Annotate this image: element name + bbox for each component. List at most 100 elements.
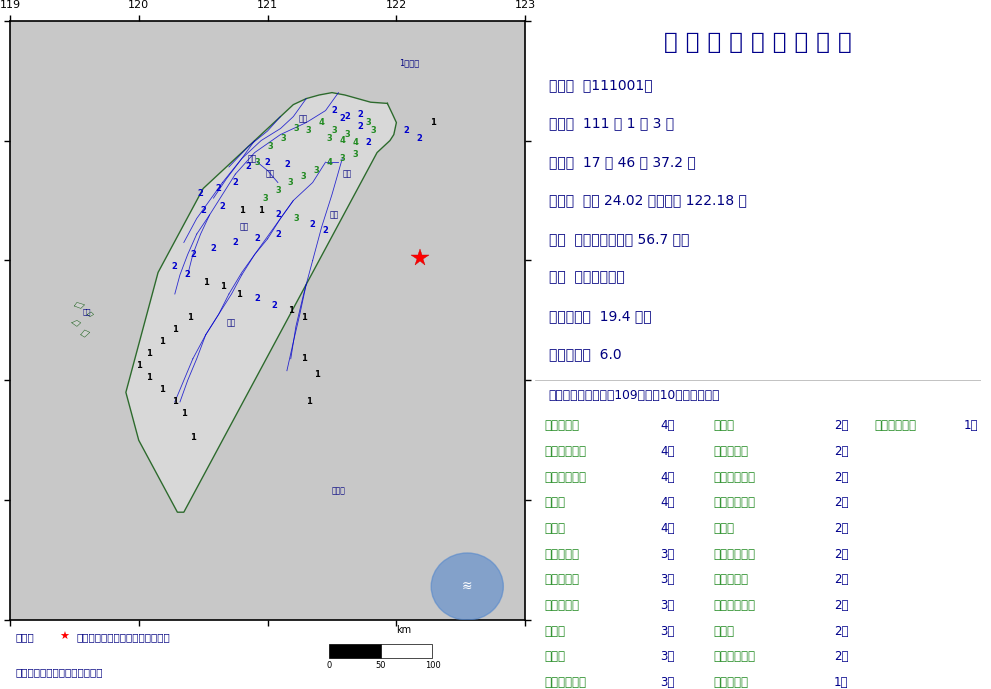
Text: 2: 2	[184, 270, 190, 279]
Text: 1: 1	[159, 385, 165, 394]
Text: 2: 2	[323, 226, 328, 235]
Text: 2級: 2級	[834, 420, 848, 433]
Text: 花蓮縣和平: 花蓮縣和平	[544, 548, 579, 561]
Text: 2: 2	[171, 262, 177, 271]
Text: 2: 2	[339, 114, 345, 123]
Text: 4: 4	[319, 118, 325, 127]
Text: 新竹縣關西: 新竹縣關西	[544, 599, 579, 612]
Text: 3級: 3級	[660, 599, 675, 612]
Text: 1: 1	[159, 338, 165, 347]
Text: 1: 1	[171, 398, 177, 407]
Text: 1: 1	[146, 373, 152, 382]
Text: 2: 2	[216, 184, 222, 193]
Text: 嘉義縣阿里山: 嘉義縣阿里山	[714, 497, 755, 509]
Text: km: km	[396, 626, 411, 635]
Text: 位置：  北緯 24.02 度．東經 122.18 度: 位置： 北緯 24.02 度．東經 122.18 度	[549, 193, 746, 207]
Text: 2級: 2級	[834, 548, 848, 561]
Text: 花蓮: 花蓮	[330, 210, 339, 219]
Text: 臺北市信義區: 臺北市信義區	[544, 471, 586, 484]
Text: 2: 2	[345, 112, 351, 121]
Text: 宜蘭: 宜蘭	[343, 169, 352, 178]
Text: 高雄市桃源: 高雄市桃源	[714, 676, 748, 689]
Text: 3: 3	[287, 178, 293, 187]
Text: 2級: 2級	[834, 497, 848, 509]
Text: 4級: 4級	[660, 497, 675, 509]
Text: 2: 2	[272, 302, 276, 311]
Text: 2級: 2級	[834, 471, 848, 484]
Text: 2: 2	[310, 220, 315, 229]
Text: 2: 2	[275, 210, 280, 219]
Text: 芮氏規模：  6.0: 芮氏規模： 6.0	[549, 347, 621, 361]
Text: 3級: 3級	[660, 650, 675, 664]
Text: 3: 3	[326, 134, 332, 143]
Polygon shape	[87, 312, 93, 317]
Text: 2: 2	[255, 294, 261, 303]
Text: ≋: ≋	[462, 580, 473, 593]
Text: 50: 50	[376, 661, 386, 670]
Bar	[381, 644, 432, 658]
Text: 2: 2	[358, 110, 364, 119]
Text: 位於  臺灣東部海域: 位於 臺灣東部海域	[549, 270, 624, 285]
Text: 3: 3	[275, 187, 280, 196]
Text: 2: 2	[210, 244, 216, 253]
Text: 臺北市: 臺北市	[544, 497, 565, 509]
Text: 2: 2	[358, 122, 364, 131]
Text: 1: 1	[190, 433, 196, 442]
Text: 1: 1	[313, 370, 319, 379]
Text: 1: 1	[259, 205, 264, 214]
Bar	[329, 644, 381, 658]
Text: 2: 2	[246, 163, 251, 172]
Text: 1級: 1級	[963, 420, 978, 433]
Text: 3: 3	[280, 134, 286, 143]
Circle shape	[431, 553, 503, 620]
Text: 1: 1	[136, 362, 142, 371]
Text: 2級: 2級	[834, 625, 848, 638]
Text: 3: 3	[262, 194, 268, 203]
Text: 雲林縣斗六市: 雲林縣斗六市	[714, 599, 755, 612]
Text: 3: 3	[345, 130, 351, 139]
Text: 3: 3	[255, 158, 261, 167]
Text: 1: 1	[300, 354, 306, 363]
Text: 臺北: 臺北	[299, 114, 308, 123]
Text: 4: 4	[352, 138, 358, 147]
Text: 3: 3	[268, 142, 274, 151]
Text: 1: 1	[239, 205, 245, 214]
Text: 4: 4	[339, 136, 345, 145]
Text: 編號：  第111001號: 編號： 第111001號	[549, 78, 652, 92]
Text: 花蓮縣花蓮市: 花蓮縣花蓮市	[544, 676, 586, 689]
Text: ★: ★	[58, 633, 68, 642]
Text: 3: 3	[293, 214, 299, 223]
Text: 1: 1	[287, 307, 293, 316]
Text: 2: 2	[284, 160, 289, 169]
Polygon shape	[126, 92, 396, 512]
Text: 2: 2	[332, 106, 338, 115]
Text: 2: 2	[275, 229, 280, 238]
Text: 2: 2	[233, 178, 238, 187]
Text: 嘉義縣太保市: 嘉義縣太保市	[714, 650, 755, 664]
Text: 3級: 3級	[660, 676, 675, 689]
Text: 基隆市: 基隆市	[714, 420, 734, 433]
Text: 1: 1	[306, 398, 312, 407]
Text: 時間：  17 時 46 分 37.2 秒: 時間： 17 時 46 分 37.2 秒	[549, 155, 696, 169]
Text: 3: 3	[371, 127, 377, 136]
Text: 4級: 4級	[660, 471, 675, 484]
Text: 附註：沿岸地區應防海水位突變: 附註：沿岸地區應防海水位突變	[15, 667, 102, 677]
Text: 2級: 2級	[834, 573, 848, 586]
Text: 臺中市梨山: 臺中市梨山	[544, 573, 579, 586]
Text: 2級: 2級	[834, 650, 848, 664]
Text: 3級: 3級	[660, 625, 675, 638]
Text: 1: 1	[203, 278, 209, 287]
Text: 新北市: 新北市	[544, 522, 565, 535]
Text: 4級: 4級	[660, 445, 675, 458]
Text: 3級: 3級	[660, 548, 675, 561]
Text: 3: 3	[306, 127, 312, 136]
Text: 3: 3	[300, 172, 306, 181]
Text: 臺中市: 臺中市	[714, 522, 734, 535]
Text: 澎湖縣馬公市: 澎湖縣馬公市	[874, 420, 916, 433]
Text: 2: 2	[265, 158, 271, 167]
Text: 苗栗縣南庄: 苗栗縣南庄	[714, 445, 748, 458]
Text: 新竹市: 新竹市	[544, 650, 565, 664]
Text: 1: 1	[146, 349, 152, 358]
Text: 4級: 4級	[660, 420, 675, 433]
Text: 1: 1	[300, 313, 306, 322]
